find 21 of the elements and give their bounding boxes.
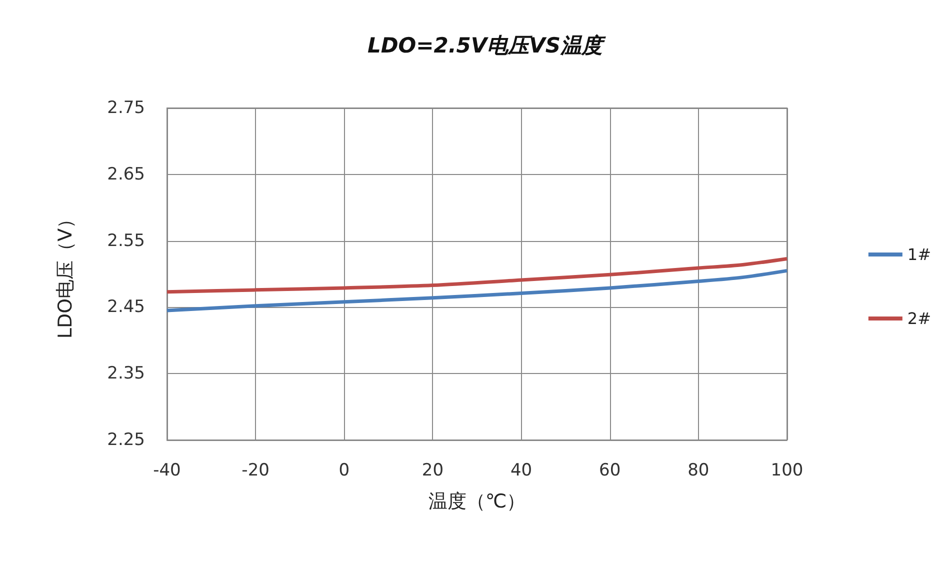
y-tick-label: 2.25: [107, 430, 145, 450]
y-tick-label: 2.35: [107, 364, 145, 384]
x-tick-label: 60: [599, 460, 621, 480]
line-series: [165, 256, 789, 294]
y-axis-title: LDO电压（V）: [54, 209, 76, 339]
x-tick-label: 100: [770, 460, 804, 480]
x-tick-label: 40: [510, 460, 532, 480]
chart-title: LDO=2.5V电压VS温度: [367, 34, 607, 58]
x-tick-label: 80: [688, 460, 710, 480]
x-tick-label: -40: [153, 460, 181, 480]
legend-label: 1#: [907, 245, 932, 264]
y-tick-label: 2.65: [107, 164, 145, 184]
y-tick-label: 2.75: [107, 98, 145, 118]
x-axis-title: 温度（℃）: [428, 490, 526, 512]
x-tick-label: 20: [422, 460, 444, 480]
legend-label: 2#: [907, 309, 932, 328]
y-tick-label: 2.55: [107, 230, 145, 251]
line-series: [165, 268, 789, 312]
y-tick-label: 2.45: [107, 297, 145, 318]
x-tick-label: -20: [242, 460, 270, 480]
x-tick-label: 0: [338, 460, 350, 480]
